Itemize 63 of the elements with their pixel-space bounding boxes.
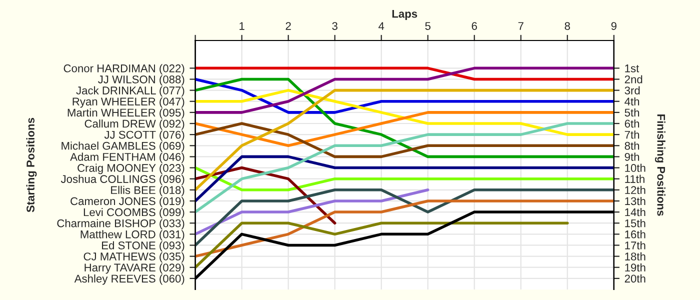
category-label: Harry TAVARE (029) bbox=[84, 263, 184, 274]
y-tick-label: 15th bbox=[625, 219, 646, 228]
category-label: Levi COOMBS (099) bbox=[84, 208, 184, 218]
y-tick-label: 3rd bbox=[624, 86, 640, 94]
category-label: JJ WILSON (088) bbox=[98, 75, 184, 86]
line-series bbox=[195, 88, 614, 136]
y-tick-label: 14th bbox=[625, 208, 646, 216]
category-label: Ashley REEVES (060) bbox=[74, 274, 184, 285]
y-tick-label: 7th bbox=[624, 130, 640, 139]
x-tick-label: 1 bbox=[240, 22, 244, 30]
y-tick-label: 5th bbox=[624, 108, 640, 117]
x-tick-label: 5 bbox=[425, 22, 430, 30]
x-tick-label: 4 bbox=[378, 22, 384, 30]
category-label: Michael GAMBLES (069) bbox=[62, 142, 184, 152]
y-tick-label: 16th bbox=[625, 230, 646, 238]
y-tick-label: 8th bbox=[624, 142, 640, 150]
line-series bbox=[195, 200, 614, 258]
y-tick-label: 20th bbox=[624, 274, 646, 283]
category-label: Ryan WHEELER (047) bbox=[72, 97, 184, 108]
category-label: CJ MATHEWS (035) bbox=[84, 252, 184, 263]
line-series bbox=[195, 78, 614, 158]
x-tick-label: 9 bbox=[611, 22, 616, 30]
category-label: Charmaine BISHOP (033) bbox=[57, 219, 184, 230]
category-label: Martin WHEELER (095) bbox=[68, 108, 184, 119]
line-series bbox=[195, 78, 614, 114]
category-label: Conor HARDIMAN (022) bbox=[64, 64, 184, 74]
y-tick-label: 4th bbox=[624, 97, 640, 106]
category-label: Ed STONE (093) bbox=[102, 241, 184, 252]
x-tick-label: 2 bbox=[286, 22, 291, 30]
y-tick-label: 6th bbox=[624, 119, 640, 128]
y-axis-title: Finishing Positions bbox=[654, 114, 666, 216]
category-label: Cameron JONES (019) bbox=[70, 196, 184, 208]
x-axis-title: Laps bbox=[392, 10, 418, 20]
category-label: Craig MOONEY (023) bbox=[78, 164, 184, 174]
x-tick-label: 8 bbox=[564, 22, 570, 30]
y-tick-label: 13th bbox=[625, 196, 646, 206]
line-series bbox=[195, 188, 430, 236]
category-label: Matthew LORD (031) bbox=[80, 230, 184, 240]
category-label: Jack DRINKALL (077) bbox=[76, 86, 184, 97]
y-tick-label: 11th bbox=[625, 174, 644, 183]
y-tick-label: 19th bbox=[625, 263, 646, 272]
y-tick-label: 18th bbox=[625, 252, 646, 260]
text: Starting Positions bbox=[26, 118, 37, 212]
line-series bbox=[195, 111, 614, 148]
x-tick-label: 3 bbox=[332, 22, 338, 30]
y-tick-label: 1st bbox=[625, 64, 640, 72]
y-tick-label: 12th bbox=[625, 186, 646, 194]
y-tick-label: 17th bbox=[625, 241, 646, 250]
line-series bbox=[195, 122, 614, 158]
x-tick-label: 6 bbox=[472, 22, 477, 30]
category-label: Adam FENTHAM (046) bbox=[70, 152, 184, 164]
line-series bbox=[195, 66, 614, 114]
category-label: Callum DREW (092) bbox=[84, 119, 184, 130]
line-series bbox=[195, 122, 614, 214]
category-label: Ellis BEE (018) bbox=[111, 186, 184, 196]
y-tick-label: 10th bbox=[625, 164, 646, 172]
line-series bbox=[195, 188, 614, 247]
line-series bbox=[195, 88, 614, 192]
category-label: JJ SCOTT (076) bbox=[104, 130, 184, 141]
y-tick-label: 9th bbox=[624, 152, 640, 161]
y-tick-label: 2nd bbox=[624, 75, 642, 84]
x-tick-label: 7 bbox=[518, 22, 524, 30]
category-label: Joshua COLLINGS (096) bbox=[60, 174, 184, 186]
